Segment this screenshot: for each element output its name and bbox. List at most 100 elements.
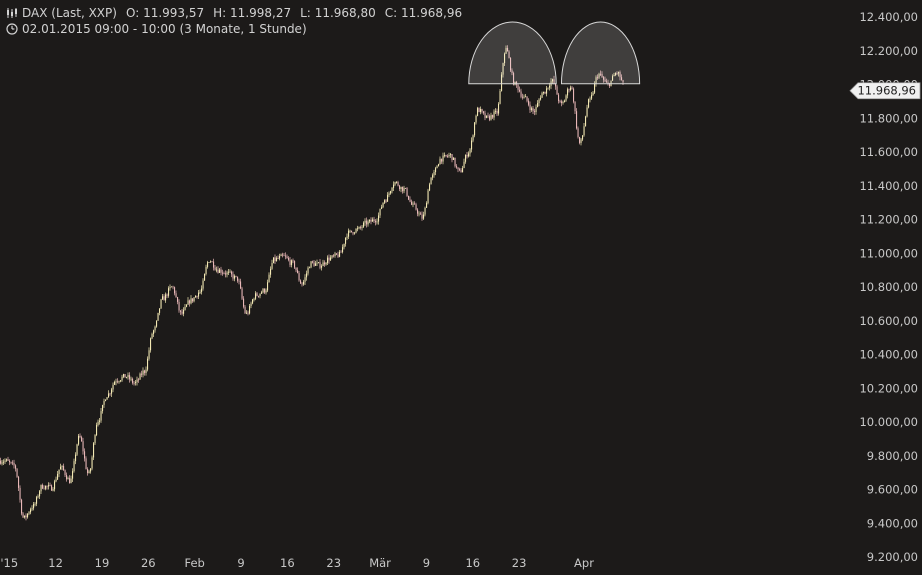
open-value: 11.993,57 xyxy=(143,6,205,20)
x-tick-label: Mär xyxy=(369,556,391,570)
candle-body xyxy=(216,269,218,271)
x-tick-label: Apr xyxy=(574,556,594,570)
candle-body xyxy=(109,393,111,395)
candle-body xyxy=(280,254,282,257)
candle-body xyxy=(213,261,215,268)
candle-body xyxy=(501,74,503,91)
candle-body xyxy=(166,294,168,296)
candle-body xyxy=(519,89,521,92)
candle-body xyxy=(288,258,290,260)
candle-body xyxy=(621,77,623,81)
candle-body xyxy=(303,281,305,285)
candle-body xyxy=(559,101,561,102)
candle-body xyxy=(199,291,201,293)
candle-body xyxy=(91,457,93,469)
candle-body xyxy=(193,297,195,302)
candle-body xyxy=(430,177,432,185)
candle-body xyxy=(360,227,362,228)
candle-body xyxy=(535,107,537,112)
candle-body xyxy=(96,425,98,436)
candle-body xyxy=(345,237,347,244)
candle-body xyxy=(490,114,492,120)
y-tick-label: 11.200,00 xyxy=(859,213,918,227)
candle-body xyxy=(319,262,321,268)
x-tick-label: 16 xyxy=(280,556,295,570)
candle-body xyxy=(597,77,599,79)
candle-body xyxy=(510,57,512,71)
candle-body xyxy=(127,375,129,378)
y-tick-label: 10.200,00 xyxy=(859,381,918,395)
candle-body xyxy=(264,288,266,293)
half-circle-annotation[interactable] xyxy=(468,21,557,85)
candle-body xyxy=(273,257,275,264)
candle-body xyxy=(352,232,354,234)
candle-body xyxy=(139,373,141,380)
close-label: C: xyxy=(384,6,398,20)
candle-body xyxy=(504,53,506,64)
candle-body xyxy=(267,282,269,291)
candle-body xyxy=(219,269,221,273)
candle-body xyxy=(165,294,167,301)
candle-body xyxy=(210,261,212,263)
candle-body xyxy=(565,95,567,101)
candle-body xyxy=(124,374,126,378)
candle-body xyxy=(78,435,80,445)
candle-body xyxy=(496,110,498,114)
half-circle-annotation[interactable] xyxy=(560,21,641,85)
candle-body xyxy=(306,273,308,278)
candle-body xyxy=(522,96,524,98)
x-axis: '15 12 19 26 Feb 9 16 23 Mär 9 16 23 Apr xyxy=(0,556,594,570)
candle-body xyxy=(333,255,335,257)
candle-body xyxy=(108,393,110,398)
candle-body xyxy=(132,378,134,383)
candle-body xyxy=(58,469,60,475)
candle-body xyxy=(480,109,482,113)
candle-body xyxy=(159,308,161,313)
candle-body xyxy=(505,48,507,54)
candle-body xyxy=(537,103,539,108)
candle-body xyxy=(549,85,551,88)
candle-body xyxy=(151,333,153,339)
candle-body xyxy=(286,256,288,259)
candle-body xyxy=(28,512,30,514)
candle-body xyxy=(336,253,338,255)
candle-body xyxy=(499,90,501,104)
candle-body xyxy=(507,48,509,52)
candle-body xyxy=(511,70,513,74)
candle-body xyxy=(481,109,483,112)
candle-body xyxy=(256,293,258,296)
candle-body xyxy=(46,485,48,487)
x-tick-label: 26 xyxy=(141,556,156,570)
candle-body xyxy=(27,513,29,518)
y-tick-label: 11.800,00 xyxy=(859,111,918,125)
candle-body xyxy=(489,116,491,120)
candle-body xyxy=(222,272,224,274)
candle-body xyxy=(201,288,203,292)
candle-body xyxy=(126,377,128,378)
candle-body xyxy=(102,404,104,412)
candle-body xyxy=(573,88,575,102)
candle-body xyxy=(42,484,44,489)
candle-body xyxy=(589,98,591,100)
candle-body xyxy=(472,135,474,141)
candle-body xyxy=(234,275,236,279)
y-tick-label: 10.000,00 xyxy=(859,415,918,429)
candle-body xyxy=(208,262,210,263)
candle-body xyxy=(618,72,620,74)
candle-body xyxy=(427,190,429,204)
candle-body xyxy=(397,182,399,186)
candle-body xyxy=(411,201,413,205)
candle-body xyxy=(442,155,444,162)
candle-body xyxy=(69,478,71,484)
candle-body xyxy=(67,478,69,480)
candle-body xyxy=(72,471,74,479)
candle-body xyxy=(331,255,333,258)
candle-body xyxy=(6,459,8,461)
candle-body xyxy=(465,155,467,162)
candle-body xyxy=(37,496,39,498)
period-label: 02.01.2015 09:00 - 10:00 (3 Monate, 1 St… xyxy=(22,22,307,36)
candle-body xyxy=(123,374,125,377)
candle-body xyxy=(447,156,449,157)
candle-body xyxy=(462,168,464,173)
